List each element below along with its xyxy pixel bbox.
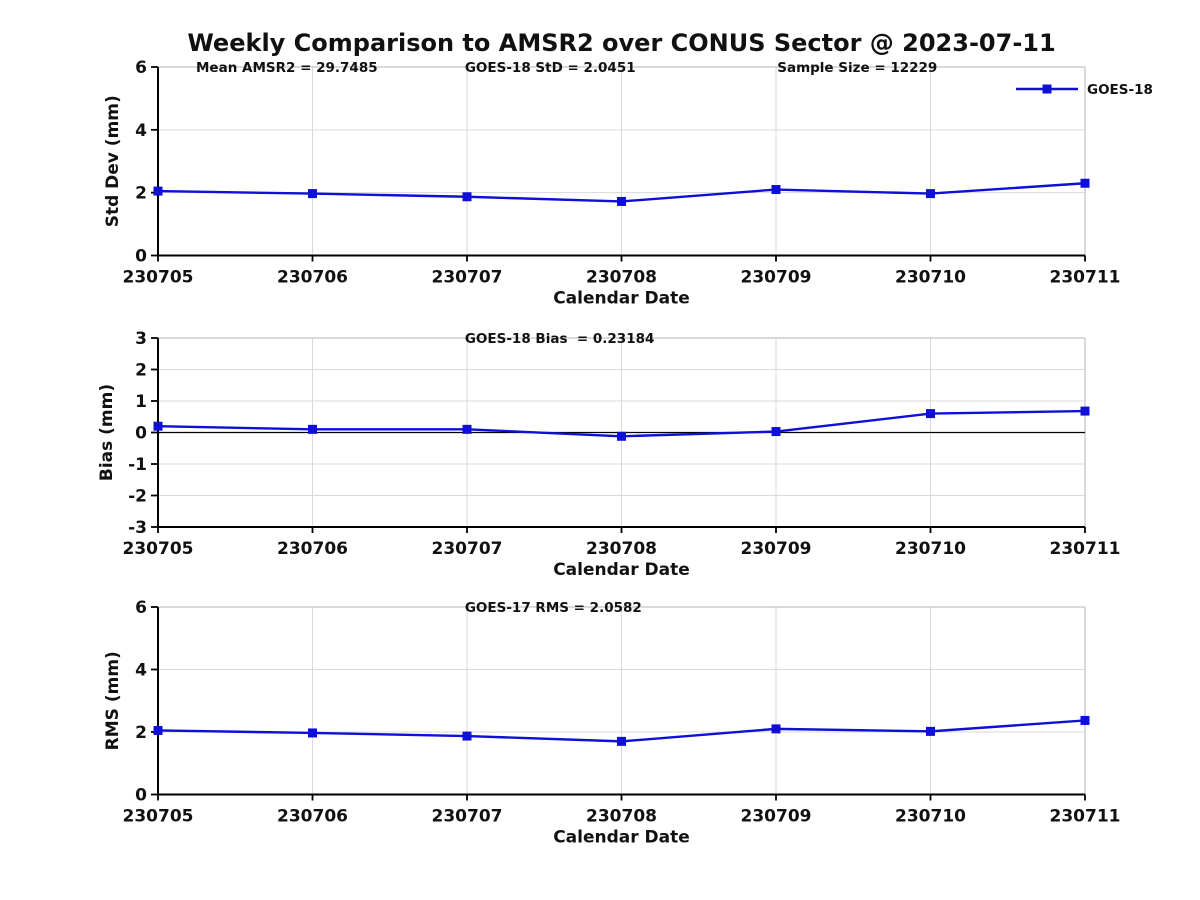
x-tick-label: 230707	[432, 807, 503, 827]
x-tick-label: 230706	[277, 268, 348, 288]
x-tick-label: 230705	[123, 268, 194, 288]
data-point-marker	[462, 192, 472, 202]
data-point-marker	[771, 724, 781, 734]
x-tick-label: 230711	[1050, 807, 1121, 827]
data-point-marker	[462, 424, 472, 434]
y-tick-label: 2	[135, 723, 147, 743]
data-point-marker	[617, 736, 626, 746]
legend-label: GOES-18	[1087, 82, 1153, 98]
data-point-marker	[1080, 406, 1090, 416]
x-tick-label: 230710	[895, 539, 966, 559]
data-point-marker	[926, 726, 935, 736]
annotation-text: GOES-18 Bias = 0.23184	[465, 331, 655, 347]
y-tick-label: 4	[135, 121, 147, 141]
data-point-marker	[153, 186, 163, 196]
legend-marker	[1042, 84, 1052, 94]
y-tick-label: -3	[128, 518, 147, 538]
data-point-marker	[617, 196, 626, 206]
y-tick-label: -1	[128, 455, 147, 475]
x-tick-label: 230705	[123, 807, 194, 827]
data-point-marker	[926, 409, 935, 419]
y-tick-label: 0	[135, 424, 147, 444]
y-axis-label: Std Dev (mm)	[103, 95, 123, 227]
x-tick-label: 230707	[432, 539, 503, 559]
x-tick-label: 230710	[895, 807, 966, 827]
data-point-marker	[308, 189, 317, 199]
x-tick-label: 230708	[586, 539, 657, 559]
data-point-marker	[462, 731, 472, 741]
data-point-marker	[771, 185, 781, 195]
y-tick-label: 3	[135, 329, 147, 349]
y-tick-label: 2	[135, 361, 147, 381]
x-axis-label: Calendar Date	[553, 828, 690, 848]
x-tick-label: 230707	[432, 268, 503, 288]
x-tick-label: 230710	[895, 268, 966, 288]
x-tick-label: 230711	[1050, 539, 1121, 559]
annotation-text: Mean AMSR2 = 29.7485	[196, 60, 378, 76]
y-tick-label: -2	[128, 487, 147, 507]
x-axis-label: Calendar Date	[553, 560, 690, 580]
data-point-marker	[153, 725, 163, 735]
y-tick-label: 0	[135, 247, 147, 267]
data-point-marker	[926, 189, 935, 199]
x-tick-label: 230705	[123, 539, 194, 559]
x-tick-label: 230709	[741, 807, 812, 827]
x-tick-label: 230706	[277, 807, 348, 827]
y-axis-label: Bias (mm)	[97, 384, 117, 481]
annotation-text: GOES-18 StD = 2.0451	[465, 60, 636, 76]
data-point-marker	[153, 421, 163, 431]
annotation-text: GOES-17 RMS = 2.0582	[465, 600, 642, 616]
y-tick-label: 0	[135, 786, 147, 806]
x-tick-label: 230706	[277, 539, 348, 559]
x-tick-label: 230708	[586, 268, 657, 288]
y-tick-label: 2	[135, 184, 147, 204]
data-point-marker	[1080, 715, 1090, 725]
data-point-marker	[308, 424, 317, 434]
subplot-rms: 230705 230706 230707 230708 230709 230710 2307…	[103, 598, 1120, 848]
data-point-marker	[1080, 178, 1090, 188]
x-tick-label: 230708	[586, 807, 657, 827]
x-axis-label: Calendar Date	[553, 289, 690, 309]
chart-title: Weekly Comparison to AMSR2 over CONUS Se…	[187, 29, 1056, 57]
annotation-text: Sample Size = 12229	[777, 60, 937, 76]
y-tick-label: 1	[135, 392, 147, 412]
data-point-marker	[308, 728, 317, 738]
x-tick-label: 230709	[741, 539, 812, 559]
x-tick-label: 230711	[1050, 268, 1121, 288]
subplot-std-dev: 230705 230706 230707 230708 230709 230710 2307…	[103, 58, 1153, 309]
subplot-bias: 230705 230706 230707 230708 230709 230710 2307…	[97, 329, 1120, 580]
x-tick-label: 230709	[741, 268, 812, 288]
y-tick-label: 6	[135, 58, 147, 78]
y-tick-label: 4	[135, 661, 147, 681]
data-point-marker	[617, 431, 626, 441]
y-tick-label: 6	[135, 598, 147, 618]
y-axis-label: RMS (mm)	[103, 651, 123, 750]
data-point-marker	[771, 427, 781, 437]
